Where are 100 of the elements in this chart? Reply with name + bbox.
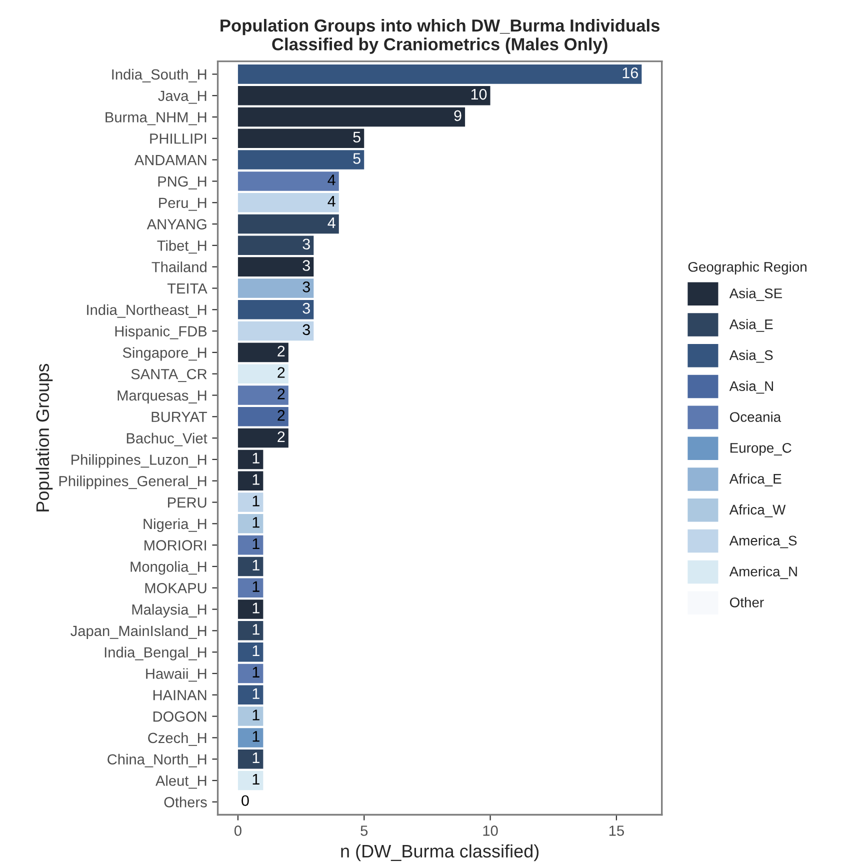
y-tick-label: PHILLIPI [150,134,206,144]
bar [238,236,314,256]
legend-label: Asia_S [729,350,773,363]
bar [238,706,264,726]
data-label: 0 [242,795,249,806]
data-label: 1 [252,752,260,764]
y-tick-label: Tibet_H [157,240,206,254]
bar [238,492,264,512]
y-tick-label: Thailand [152,262,206,272]
data-label: 4 [328,217,336,228]
data-label: 16 [622,67,638,78]
data-label: 4 [328,174,336,186]
data-label: 3 [302,260,310,271]
legend-label: Asia_E [729,319,773,332]
bar [238,514,264,534]
data-label: 1 [252,688,260,699]
y-tick-label: Others [164,796,207,808]
data-label: 1 [252,710,260,720]
data-label: 3 [302,282,310,292]
y-tick-label: Hispanic_FDB [115,326,207,340]
y-tick-label: Java_H [158,90,206,104]
y-tick-label: Marquesas_H [118,390,206,404]
data-label: 2 [278,346,285,356]
y-tick-label: Japan_MainIsland_H [70,625,206,639]
y-tick-label: SANTA_CR [131,368,207,382]
y-tick-label: HAINAN [153,690,206,700]
y-tick-label: MORIORI [144,540,206,550]
x-tick-label: 5 [360,826,368,836]
data-label: 10 [471,88,487,100]
bar [238,728,264,748]
data-label: 1 [252,474,260,485]
data-label: 1 [252,452,260,464]
y-tick-label: China_North_H [108,754,206,768]
legend-label: Europe_C [730,442,792,456]
legend-label: Oceania [730,412,782,422]
x-tick-label: 15 [609,826,624,836]
bar [238,428,288,448]
data-label: 1 [252,517,260,528]
legend-label: America_S [729,535,797,548]
y-tick-label: India_Bengal_H [104,646,206,660]
legend-label: Asia_SE [729,288,782,301]
bar [238,257,314,276]
bar [238,407,288,426]
bar [238,642,264,662]
y-tick-label: India_South_H [112,68,206,82]
bar [238,364,288,384]
y-axis-title: Population Groups [36,364,53,512]
data-label: 1 [252,731,260,742]
data-label: 1 [252,581,260,592]
data-label: 3 [302,324,310,336]
bar [238,578,264,598]
data-label: 1 [252,646,260,656]
bar [238,664,264,684]
y-tick-label: Bachuc_Viet [126,432,208,446]
data-label: 1 [252,538,260,550]
bar [238,192,339,212]
x-tick-label: 10 [483,826,498,836]
y-tick-label: ANYANG [146,219,206,230]
data-label: 2 [278,388,285,400]
bar [238,86,490,106]
data-label: 1 [252,666,260,678]
data-label: 3 [302,238,310,250]
data-label: 2 [278,410,285,421]
data-label: 1 [252,602,260,614]
bar [238,556,264,576]
data-label: 4 [328,196,336,207]
bar [238,342,288,362]
legend-label: Africa_W [729,504,786,518]
data-label: 3 [302,302,310,314]
y-tick-label: TEITA [167,283,208,294]
bar [238,321,314,341]
y-tick-label: Czech_H [148,732,206,746]
y-tick-label: BURYAT [152,412,208,422]
data-label: 1 [252,496,260,506]
y-tick-label: Philippines_General_H [59,476,206,490]
chart-title: Population Groups into which DW_Burma Individuals Classified by Craniometrics (Males Only) [220,18,660,54]
bar [238,150,364,170]
bar [238,450,264,470]
y-tick-label: Nigeria_H [144,518,206,532]
bar [238,278,314,298]
bar [238,172,339,191]
bar [238,535,264,555]
legend-label: America_N [729,566,797,580]
bar [238,107,466,127]
data-label: 5 [353,132,360,142]
bar [238,386,288,405]
y-tick-label: Philippines_Luzon_H [72,454,206,468]
bar [238,300,314,320]
x-axis-title: n (DW_Burma classified) [341,844,539,862]
data-label: 1 [252,624,260,635]
bar [238,685,264,705]
data-label: 9 [454,110,462,122]
legend-label: Africa_E [729,474,782,486]
bar [238,128,364,148]
data-label: 1 [252,774,260,784]
bar [238,621,264,640]
data-label: 2 [278,431,285,442]
data-label: 1 [252,560,260,570]
y-tick-label: Malaysia_H [132,604,206,618]
y-tick-label: India_Northeast_H [87,304,206,318]
